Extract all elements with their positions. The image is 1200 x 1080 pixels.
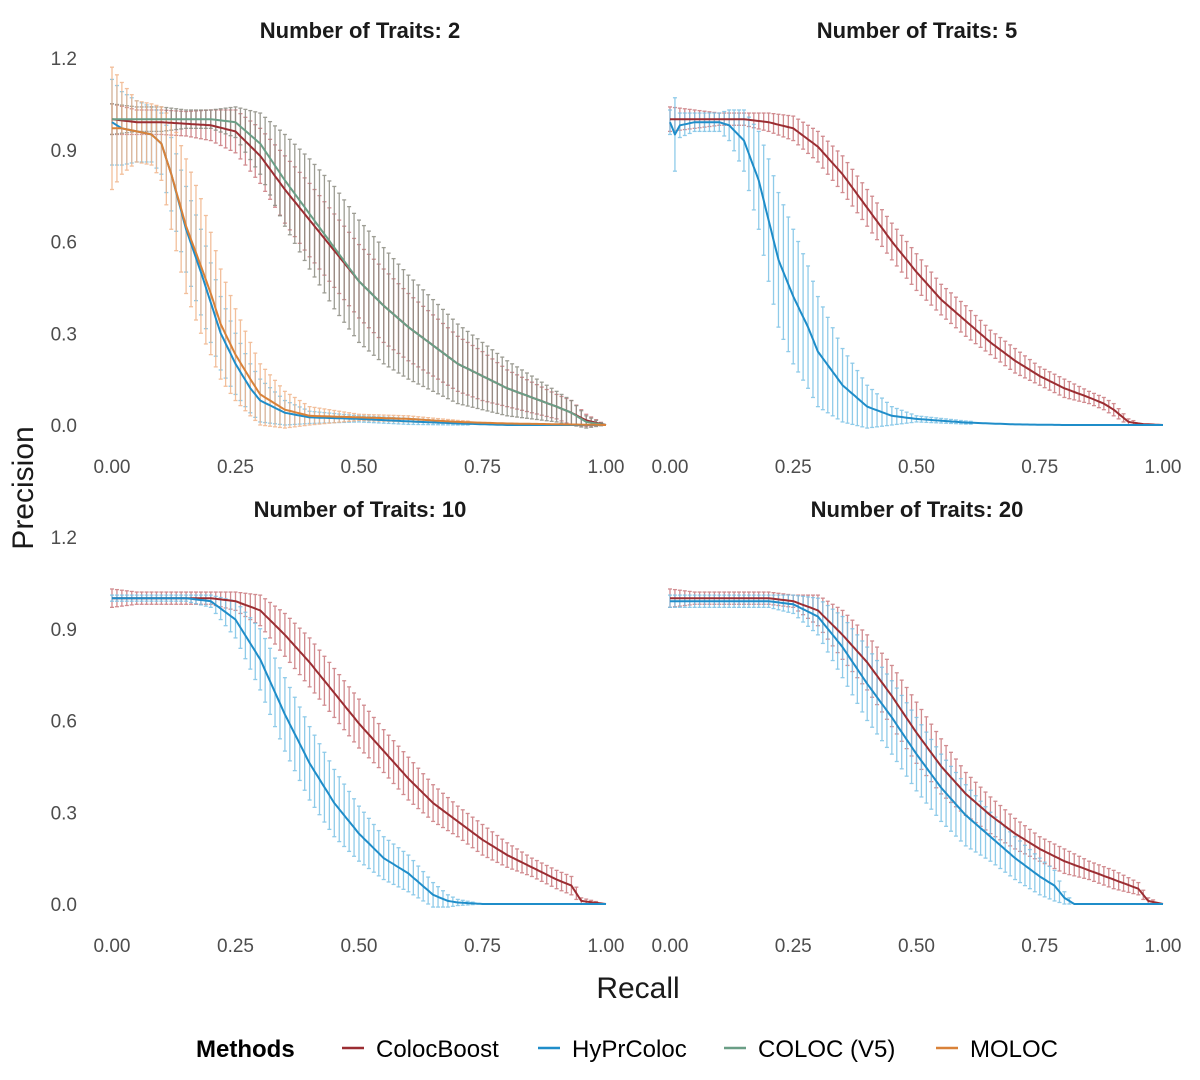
- series-line-colocboost: [670, 597, 1164, 905]
- x-tick-label: 0.75: [464, 936, 501, 957]
- x-tick-label: 1.00: [588, 457, 625, 478]
- y-tick-label: 0.3: [51, 324, 77, 345]
- error-bars-hyprcoloc: [110, 78, 470, 426]
- series-line-hyprcoloc: [111, 121, 606, 426]
- legend: Methods ColocBoost HyPrColoc COLOC (V5) …: [196, 1036, 1058, 1063]
- x-tick-label: 0.25: [217, 936, 254, 957]
- error-bars-colocboost: [110, 103, 604, 428]
- series-line-colocboost: [670, 118, 1164, 426]
- series-line-hyprcoloc: [670, 600, 1163, 905]
- facet-panels: Number of Traits: 2 0.00 0.25 0.50 0.75 1.00 0…: [51, 18, 1182, 957]
- error-bars-hyprcoloc: [668, 594, 1072, 905]
- facet-title: Number of Traits: 5: [817, 18, 1017, 43]
- x-tick-label: 0.75: [464, 457, 501, 478]
- y-tick-label: 0.9: [51, 141, 77, 162]
- y-tick-label: 1.2: [51, 49, 77, 70]
- y-tick-label: 0.0: [51, 416, 77, 437]
- facet-panel-1: Number of Traits: 2 0.00 0.25 0.50 0.75 1.00 0…: [51, 18, 625, 478]
- series-line-coloc-v5-: [112, 118, 607, 426]
- x-tick-label: 0.50: [341, 936, 378, 957]
- x-tick-label: 0.25: [217, 457, 254, 478]
- x-tick-label: 0.25: [775, 936, 812, 957]
- series-line-hyprcoloc: [669, 121, 1163, 426]
- error-bars-moloc: [110, 66, 470, 429]
- y-tick-label: 0.6: [51, 233, 77, 254]
- x-axis-title: Recall: [596, 972, 679, 1005]
- facet-title: Number of Traits: 2: [260, 18, 460, 43]
- x-tick-label: 0.50: [898, 936, 935, 957]
- facet-title: Number of Traits: 10: [254, 497, 467, 522]
- error-bars-hyprcoloc: [668, 97, 973, 429]
- error-bars-colocboost: [668, 106, 1136, 426]
- x-tick-label: 1.00: [588, 936, 625, 957]
- y-tick-label: 0.0: [51, 895, 77, 916]
- legend-item-colocboost[interactable]: ColocBoost: [342, 1036, 499, 1063]
- x-tick-label: 0.00: [94, 936, 131, 957]
- legend-label-colocboost: ColocBoost: [376, 1036, 499, 1063]
- y-tick-label: 1.2: [51, 528, 77, 549]
- x-tick-label: 1.00: [1145, 936, 1182, 957]
- facet-title: Number of Traits: 20: [811, 497, 1024, 522]
- error-bars-coloc-v5-: [110, 103, 604, 429]
- x-tick-label: 1.00: [1145, 457, 1182, 478]
- legend-title: Methods: [196, 1036, 295, 1063]
- series-line-moloc: [112, 127, 606, 426]
- legend-item-coloc-v5[interactable]: COLOC (V5): [724, 1036, 895, 1063]
- x-tick-label: 0.00: [94, 457, 131, 478]
- series-line-hyprcoloc: [112, 597, 606, 905]
- y-tick-label: 0.3: [51, 803, 77, 824]
- legend-label-moloc: MOLOC: [970, 1036, 1058, 1063]
- facet-panel-2: Number of Traits: 5 0.00 0.25 0.50 0.75 1.00: [652, 18, 1182, 478]
- x-tick-label: 0.75: [1021, 457, 1058, 478]
- facet-panel-3: Number of Traits: 10 0.00 0.25 0.50 0.75 1.00…: [51, 497, 625, 957]
- legend-item-moloc[interactable]: MOLOC: [936, 1036, 1058, 1063]
- legend-item-hyprcoloc[interactable]: HyPrColoc: [538, 1036, 687, 1063]
- x-tick-label: 0.50: [898, 457, 935, 478]
- x-tick-label: 0.25: [775, 457, 812, 478]
- y-tick-label: 0.9: [51, 620, 77, 641]
- legend-label-hyprcoloc: HyPrColoc: [572, 1036, 687, 1063]
- x-tick-label: 0.75: [1021, 936, 1058, 957]
- y-tick-label: 0.6: [51, 712, 77, 733]
- facet-panel-4: Number of Traits: 20 0.00 0.25 0.50 0.75 1.00: [652, 497, 1182, 957]
- legend-label-coloc-v5: COLOC (V5): [758, 1036, 895, 1063]
- x-tick-label: 0.00: [652, 457, 689, 478]
- x-tick-label: 0.00: [652, 936, 689, 957]
- y-axis-title: Precision: [7, 426, 40, 549]
- x-tick-label: 0.50: [341, 457, 378, 478]
